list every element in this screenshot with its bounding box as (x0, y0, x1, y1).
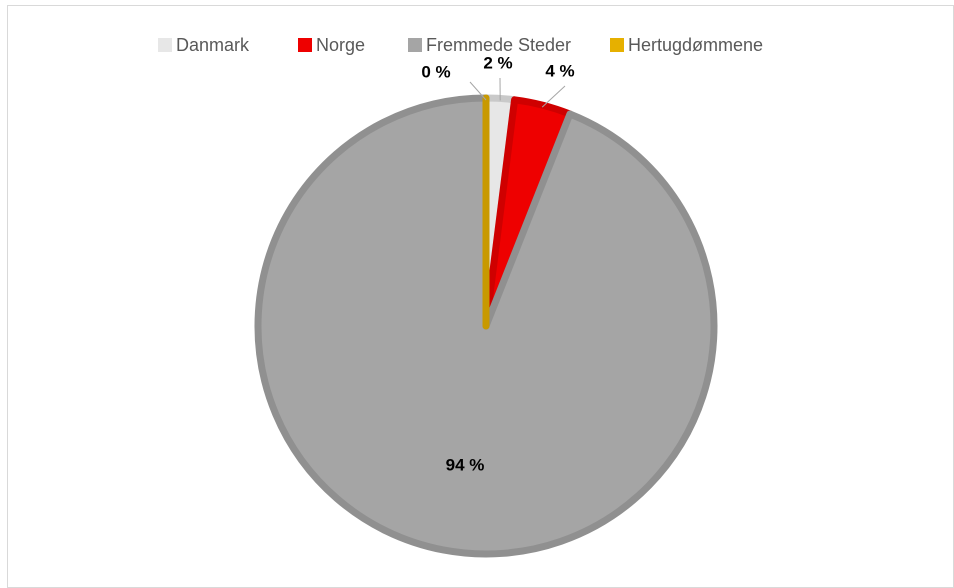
legend-label: Danmark (176, 35, 250, 55)
legend-label: Hertugdømmene (628, 35, 763, 55)
leader-line (469, 81, 487, 101)
legend-swatch (408, 38, 422, 52)
leader-line (541, 85, 566, 108)
data-label: 2 % (483, 53, 512, 72)
data-label: 4 % (545, 61, 574, 80)
legend-label: Norge (316, 35, 365, 55)
legend-swatch (298, 38, 312, 52)
data-label: 94 % (446, 455, 485, 474)
legend-label: Fremmede Steder (426, 35, 571, 55)
legend-swatch (610, 38, 624, 52)
pie-slice (254, 94, 718, 558)
data-label: 0 % (421, 62, 450, 81)
legend-swatch (158, 38, 172, 52)
